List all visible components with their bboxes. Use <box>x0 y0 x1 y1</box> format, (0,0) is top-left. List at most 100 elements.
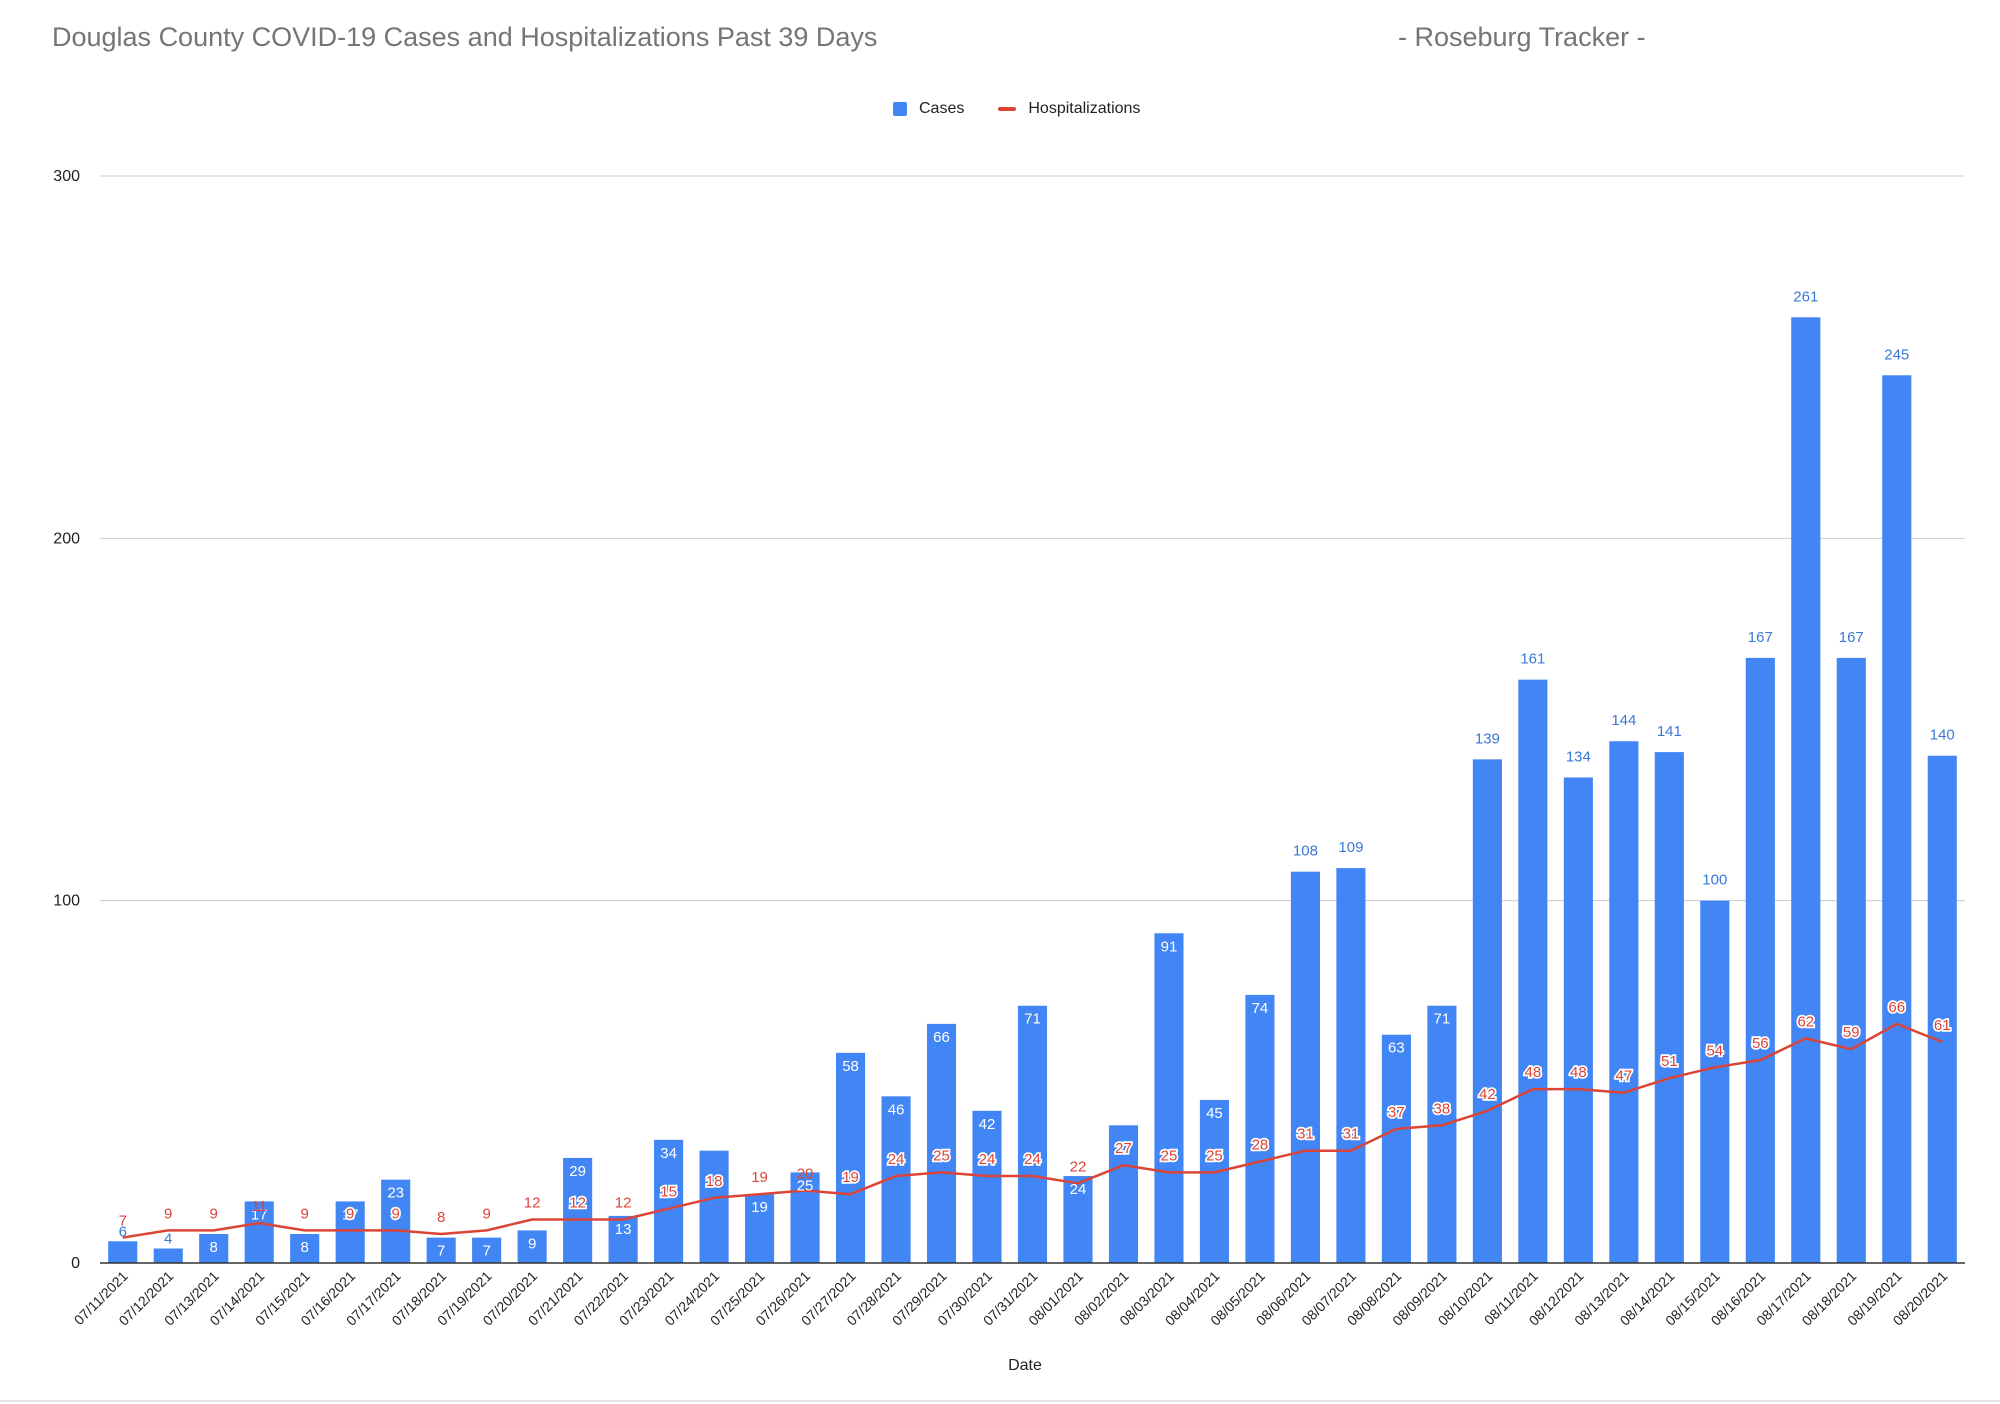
cases-data-label: 167 <box>1839 629 1864 646</box>
cases-data-label: 71 <box>1024 1011 1041 1028</box>
chart-title: Douglas County COVID-19 Cases and Hospit… <box>52 22 878 52</box>
hospitalizations-data-label: 27 <box>1115 1140 1132 1157</box>
cases-data-label: 161 <box>1520 651 1545 668</box>
y-tick-label: 0 <box>71 1255 80 1272</box>
cases-bar <box>790 1172 820 1263</box>
y-tick-label: 100 <box>53 893 80 910</box>
cases-data-label: 23 <box>387 1185 404 1202</box>
cases-data-label: 71 <box>1434 1011 1451 1028</box>
cases-bar <box>1836 657 1866 1263</box>
cases-data-label: 7 <box>437 1243 445 1260</box>
cases-bar <box>1063 1176 1093 1263</box>
hospitalizations-data-label: 19 <box>842 1169 859 1186</box>
bottom-divider <box>0 1400 2000 1402</box>
hospitalizations-data-label: 9 <box>391 1205 399 1222</box>
cases-bar <box>745 1194 775 1263</box>
cases-data-label: 24 <box>1070 1181 1087 1198</box>
cases-bar <box>699 1150 729 1263</box>
legend-hospitalizations-swatch <box>998 107 1017 111</box>
cases-bars <box>108 317 1957 1263</box>
hospitalizations-data-label: 9 <box>482 1205 490 1222</box>
cases-bar <box>381 1179 411 1263</box>
cases-bar <box>608 1215 638 1263</box>
cases-data-label: 66 <box>933 1029 950 1046</box>
chart-legend: Cases Hospitalizations <box>893 100 1140 118</box>
x-axis: 07/11/202107/12/202107/13/202107/14/2021… <box>71 1262 1965 1329</box>
cases-data-label: 45 <box>1206 1105 1223 1122</box>
cases-bar <box>1609 741 1639 1263</box>
y-tick-label: 200 <box>53 530 80 547</box>
y-axis-ticks: 0 100 200 300 <box>53 168 80 1272</box>
legend-cases-label: Cases <box>919 100 965 117</box>
hospitalizations-data-label: 24 <box>1024 1151 1041 1168</box>
hospitalizations-data-label: 12 <box>524 1195 541 1212</box>
cases-bar <box>1654 752 1684 1263</box>
y-tick-label: 300 <box>53 168 80 185</box>
cases-bar <box>1154 933 1184 1263</box>
cases-data-label: 7 <box>482 1243 490 1260</box>
cases-bar <box>244 1201 274 1263</box>
hospitalizations-data-label: 9 <box>346 1205 354 1222</box>
cases-data-label: 109 <box>1338 839 1363 856</box>
cases-data-label: 74 <box>1252 1000 1269 1017</box>
cases-data-label: 58 <box>842 1058 859 1075</box>
cases-data-label: 141 <box>1657 723 1682 740</box>
cases-bar <box>199 1234 229 1263</box>
cases-bar <box>335 1201 365 1263</box>
cases-data-label: 4 <box>164 1231 172 1248</box>
hospitalizations-data-label: 25 <box>1161 1147 1178 1164</box>
cases-bar <box>1290 871 1320 1263</box>
cases-data-label: 108 <box>1293 843 1318 860</box>
hospitalizations-data-label: 48 <box>1570 1064 1587 1081</box>
hospitalizations-data-label: 12 <box>615 1195 632 1212</box>
hospitalizations-data-label: 24 <box>979 1151 996 1168</box>
hospitalizations-data-label: 11 <box>251 1198 267 1215</box>
hospitalizations-data-label: 66 <box>1888 999 1905 1016</box>
cases-bar <box>1700 900 1730 1263</box>
hospitalizations-data-label: 62 <box>1797 1013 1814 1030</box>
hospitalizations-data-label: 7 <box>119 1213 127 1230</box>
cases-bar <box>1791 317 1821 1263</box>
cases-bar <box>1199 1099 1230 1263</box>
cases-data-label: 42 <box>979 1116 996 1133</box>
hospitalizations-data-label: 51 <box>1661 1053 1678 1070</box>
hospitalizations-data-label: 59 <box>1843 1024 1860 1041</box>
cases-bar <box>290 1234 320 1263</box>
hospitalizations-data-label: 31 <box>1297 1126 1314 1143</box>
hospitalizations-data-label: 19 <box>751 1169 768 1186</box>
cases-data-label: 34 <box>660 1145 677 1162</box>
cases-bar <box>1336 868 1366 1263</box>
hospitalizations-data-label: 31 <box>1343 1126 1360 1143</box>
cases-bar <box>426 1237 456 1263</box>
cases-bar <box>563 1157 593 1263</box>
hospitalizations-line-group <box>122 1022 1943 1239</box>
cases-bar <box>1017 1005 1048 1263</box>
cases-data-label: 139 <box>1475 730 1500 747</box>
hospitalizations-data-label: 8 <box>437 1209 445 1226</box>
cases-bar <box>1381 1034 1411 1263</box>
cases-data-label: 29 <box>569 1163 586 1180</box>
hospitalizations-data-label: 47 <box>1615 1068 1632 1085</box>
cases-data-label: 167 <box>1748 629 1773 646</box>
cases-data-label: 91 <box>1161 938 1178 955</box>
cases-bar <box>1518 679 1548 1263</box>
hospitalizations-data-label: 9 <box>210 1205 218 1222</box>
cases-data-label: 19 <box>751 1199 768 1216</box>
hospitalizations-data-label: 20 <box>797 1166 814 1183</box>
cases-data-label: 140 <box>1930 727 1955 744</box>
cases-bar <box>926 1023 957 1263</box>
hospitalizations-data-label: 25 <box>933 1147 950 1164</box>
hospitalizations-data-label: 42 <box>1479 1086 1496 1103</box>
cases-data-label: 261 <box>1793 288 1818 305</box>
cases-bar <box>1882 375 1912 1263</box>
cases-bar <box>1245 994 1275 1263</box>
hospitalizations-data-label: 9 <box>164 1205 172 1222</box>
hospitalizations-data-label: 24 <box>888 1151 905 1168</box>
cases-data-label: 8 <box>210 1239 218 1256</box>
hospitalizations-line <box>122 1022 1943 1239</box>
hospitalizations-data-label: 28 <box>1252 1137 1269 1154</box>
cases-data-label: 9 <box>528 1235 536 1252</box>
cases-bar <box>1563 777 1593 1263</box>
cases-bar <box>1108 1125 1139 1263</box>
